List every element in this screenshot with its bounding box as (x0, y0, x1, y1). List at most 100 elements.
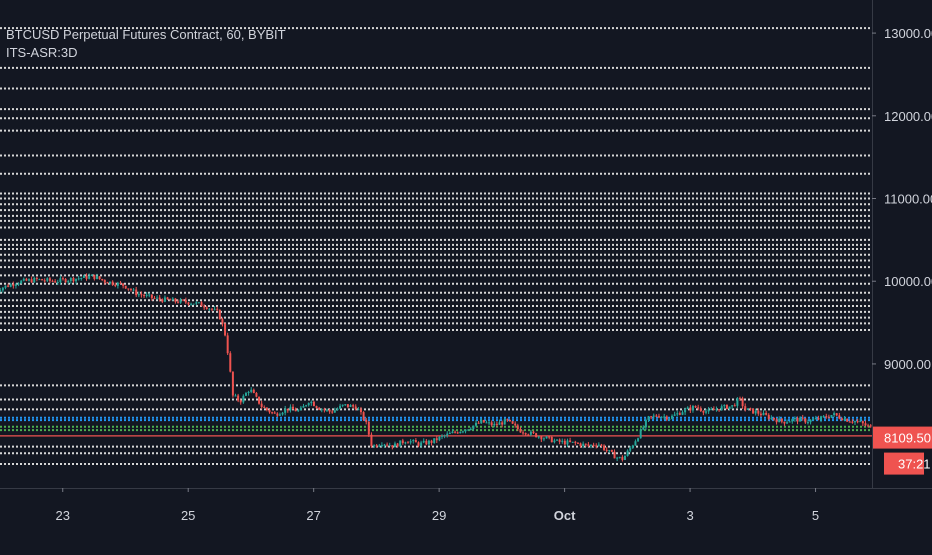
candle-up (707, 409, 710, 412)
price-tick-label: 13000.00 (884, 26, 932, 41)
candle-up (393, 443, 396, 448)
candle-down (697, 407, 700, 409)
candle-up (344, 404, 347, 406)
candle-down (712, 409, 715, 411)
candle-down (166, 297, 169, 300)
candle-down (678, 413, 681, 415)
candle-up (459, 431, 462, 434)
symbol-title[interactable]: BTCUSD Perpetual Futures Contract, 60, B… (6, 27, 286, 42)
candle-up (179, 299, 182, 303)
candle-up (788, 421, 791, 423)
candle-up (809, 419, 812, 423)
candle-up (242, 395, 245, 403)
candle-up (812, 419, 815, 421)
candle-up (691, 406, 694, 411)
candle-down (111, 281, 114, 285)
time-axis[interactable]: 23 25 27 29 Oct 3 5 (0, 488, 932, 550)
candle-up (791, 419, 794, 422)
candle-up (284, 408, 287, 413)
candle-up (412, 440, 415, 442)
candle-down (848, 421, 851, 423)
candle-down (239, 400, 242, 403)
candle-down (718, 409, 721, 411)
candle-up (626, 450, 629, 456)
candle-down (783, 421, 786, 424)
candle-down (851, 421, 854, 423)
candle-down (187, 302, 190, 305)
candle-down (124, 285, 127, 289)
candle-down (522, 432, 525, 434)
candle-up (676, 413, 679, 415)
candle-up (4, 285, 7, 288)
candle-up (571, 441, 574, 443)
candle-down (796, 417, 799, 422)
candle-down (140, 294, 143, 296)
candle-down (563, 440, 566, 445)
candle-down (224, 323, 227, 336)
candle-down (216, 308, 219, 310)
candle-down (203, 306, 206, 308)
candle-down (804, 418, 807, 423)
candle-down (103, 280, 106, 283)
candle-up (156, 297, 159, 299)
price-tick-label: 9000.00 (884, 357, 931, 372)
candle-down (741, 398, 744, 407)
candle-down (41, 279, 44, 281)
candle-up (854, 421, 857, 423)
candle-up (333, 410, 336, 413)
candle-up (297, 410, 300, 412)
candle-up (686, 407, 689, 410)
candle-up (422, 440, 425, 443)
candle-up (830, 414, 833, 418)
candle-down (587, 444, 590, 446)
candle-down (396, 443, 399, 447)
candle-down (477, 422, 480, 424)
candle-down (430, 440, 433, 443)
candle-down (856, 421, 859, 423)
candle-up (326, 409, 328, 411)
candle-down (749, 408, 752, 410)
candle-down (595, 445, 598, 447)
candle-up (77, 278, 80, 280)
candle-down (226, 335, 229, 354)
candle-up (461, 431, 464, 433)
candle-up (537, 436, 540, 438)
candle-down (127, 288, 130, 290)
candle-down (584, 443, 587, 445)
candle-down (864, 423, 867, 426)
price-axis[interactable]: 13000.00 12000.00 11000.00 10000.00 9000.00 (872, 0, 932, 488)
candle-down (323, 409, 326, 411)
candle-down (231, 371, 234, 396)
candle-up (843, 418, 846, 421)
candle-up (731, 405, 734, 407)
candle-up (320, 409, 323, 411)
candle-down (315, 406, 318, 408)
candle-up (469, 428, 472, 430)
candle-down (101, 278, 104, 281)
candle-up (723, 404, 726, 407)
candle-down (48, 278, 51, 281)
candle-up (561, 440, 564, 442)
candle-down (407, 442, 410, 444)
candle-up (762, 412, 765, 416)
candle-down (143, 295, 146, 297)
time-tick-label: 29 (432, 508, 446, 523)
candle-down (106, 282, 109, 284)
candle-down (689, 407, 692, 411)
candle-up (474, 422, 477, 426)
candle-down (43, 280, 46, 282)
candle-down (237, 395, 240, 401)
candle-down (702, 411, 705, 413)
candle-down (210, 308, 213, 310)
candle-up (814, 418, 817, 420)
candle-down (354, 406, 357, 410)
candle-down (490, 422, 493, 426)
candle-down (158, 297, 161, 300)
candle-up (0, 290, 2, 292)
indicator-name[interactable]: ITS-ASR:3D (6, 45, 78, 60)
candle-down (312, 401, 315, 407)
candle-up (145, 294, 148, 296)
candle-up (244, 393, 247, 396)
